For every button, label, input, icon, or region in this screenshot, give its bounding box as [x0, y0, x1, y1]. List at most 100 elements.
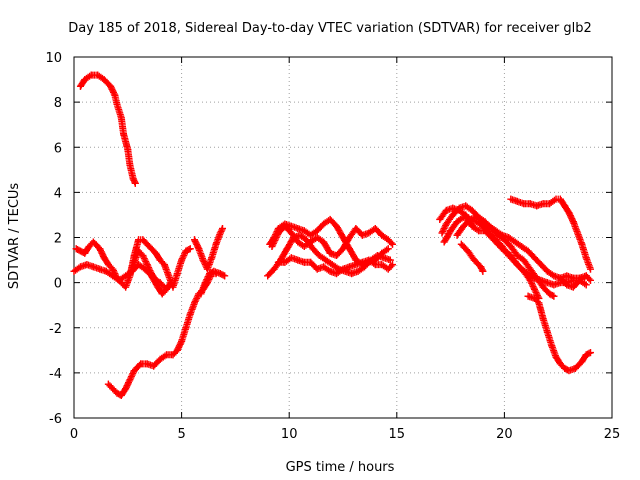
- data-point: [531, 294, 539, 302]
- data-point: [126, 270, 134, 278]
- series-s13: [438, 202, 558, 300]
- data-point: [191, 236, 199, 244]
- data-point: [315, 252, 323, 260]
- data-point: [182, 324, 190, 332]
- data-point: [70, 267, 78, 275]
- data-point: [212, 240, 220, 248]
- data-point: [468, 206, 476, 214]
- series-s5: [126, 247, 168, 291]
- data-point: [333, 270, 341, 278]
- y-tick-label: -6: [49, 412, 62, 427]
- data-point: [119, 130, 127, 138]
- data-point: [440, 238, 448, 246]
- data-point: [117, 114, 125, 122]
- data-point: [173, 346, 181, 354]
- data-point: [533, 202, 541, 210]
- data-point: [535, 299, 543, 307]
- data-point: [300, 258, 308, 266]
- x-tick-label: 10: [281, 427, 298, 442]
- data-point: [139, 236, 147, 244]
- data-point: [472, 213, 480, 221]
- data-point: [83, 261, 91, 269]
- data-point: [307, 231, 315, 239]
- data-point: [543, 279, 551, 287]
- y-tick-label: 4: [54, 186, 62, 201]
- tick-labels: 0 5 10 15 20 25 -6 -4 -2 0 2 4 6 8 10: [45, 51, 620, 442]
- data-point: [386, 256, 394, 264]
- data-point: [131, 179, 139, 187]
- data-point: [109, 265, 117, 273]
- x-axis-label: GPS time / hours: [286, 460, 395, 475]
- data-point: [470, 256, 478, 264]
- data-point: [129, 175, 137, 183]
- data-point: [81, 76, 89, 84]
- data-series: [70, 71, 594, 399]
- data-point: [345, 245, 353, 253]
- data-point: [135, 247, 143, 255]
- data-point: [586, 276, 594, 284]
- data-point: [524, 247, 532, 255]
- y-tick-label: -4: [49, 367, 62, 382]
- data-point: [109, 272, 117, 280]
- data-point: [178, 337, 186, 345]
- data-point: [548, 342, 556, 350]
- data-point: [124, 146, 132, 154]
- data-point: [507, 195, 515, 203]
- data-point: [313, 227, 321, 235]
- data-point: [464, 247, 472, 255]
- data-point: [513, 197, 521, 205]
- data-point: [492, 236, 500, 244]
- data-point: [571, 364, 579, 372]
- data-point: [201, 279, 209, 287]
- data-point: [203, 265, 211, 273]
- data-point: [333, 252, 341, 260]
- data-point: [537, 261, 545, 269]
- series-s16: [457, 240, 487, 275]
- data-point: [283, 245, 291, 253]
- data-point: [565, 209, 573, 217]
- data-point: [378, 231, 386, 239]
- data-point: [72, 245, 80, 253]
- data-point: [511, 258, 519, 266]
- data-point: [111, 91, 119, 99]
- data-point: [206, 270, 214, 278]
- data-point: [586, 349, 594, 357]
- y-tick-label: 2: [54, 232, 62, 247]
- data-point: [163, 351, 171, 359]
- data-point: [449, 204, 457, 212]
- data-point: [218, 224, 226, 232]
- series-s19: [556, 272, 594, 291]
- data-point: [85, 243, 93, 251]
- y-tick-label: -2: [49, 322, 62, 337]
- data-point: [518, 265, 526, 273]
- series-s1: [76, 71, 139, 187]
- data-point: [107, 82, 115, 90]
- data-point: [169, 351, 177, 359]
- data-point: [281, 258, 289, 266]
- data-point: [76, 82, 84, 90]
- data-point: [582, 351, 590, 359]
- data-point: [520, 256, 528, 264]
- data-point: [154, 283, 162, 291]
- data-point: [300, 227, 308, 235]
- data-point: [89, 238, 97, 246]
- data-point: [87, 71, 95, 79]
- data-point: [173, 270, 181, 278]
- data-point: [539, 315, 547, 323]
- data-point: [457, 240, 465, 248]
- data-point: [453, 231, 461, 239]
- data-point: [150, 362, 158, 370]
- data-point: [466, 215, 474, 223]
- data-point: [100, 254, 108, 262]
- data-point: [550, 272, 558, 280]
- data-point: [287, 229, 295, 237]
- x-tick-label: 0: [70, 427, 78, 442]
- data-point: [384, 265, 392, 273]
- data-point: [546, 200, 554, 208]
- data-point: [216, 229, 224, 237]
- data-point: [122, 385, 130, 393]
- data-point: [113, 389, 121, 397]
- data-point: [135, 261, 143, 269]
- data-point: [322, 256, 330, 264]
